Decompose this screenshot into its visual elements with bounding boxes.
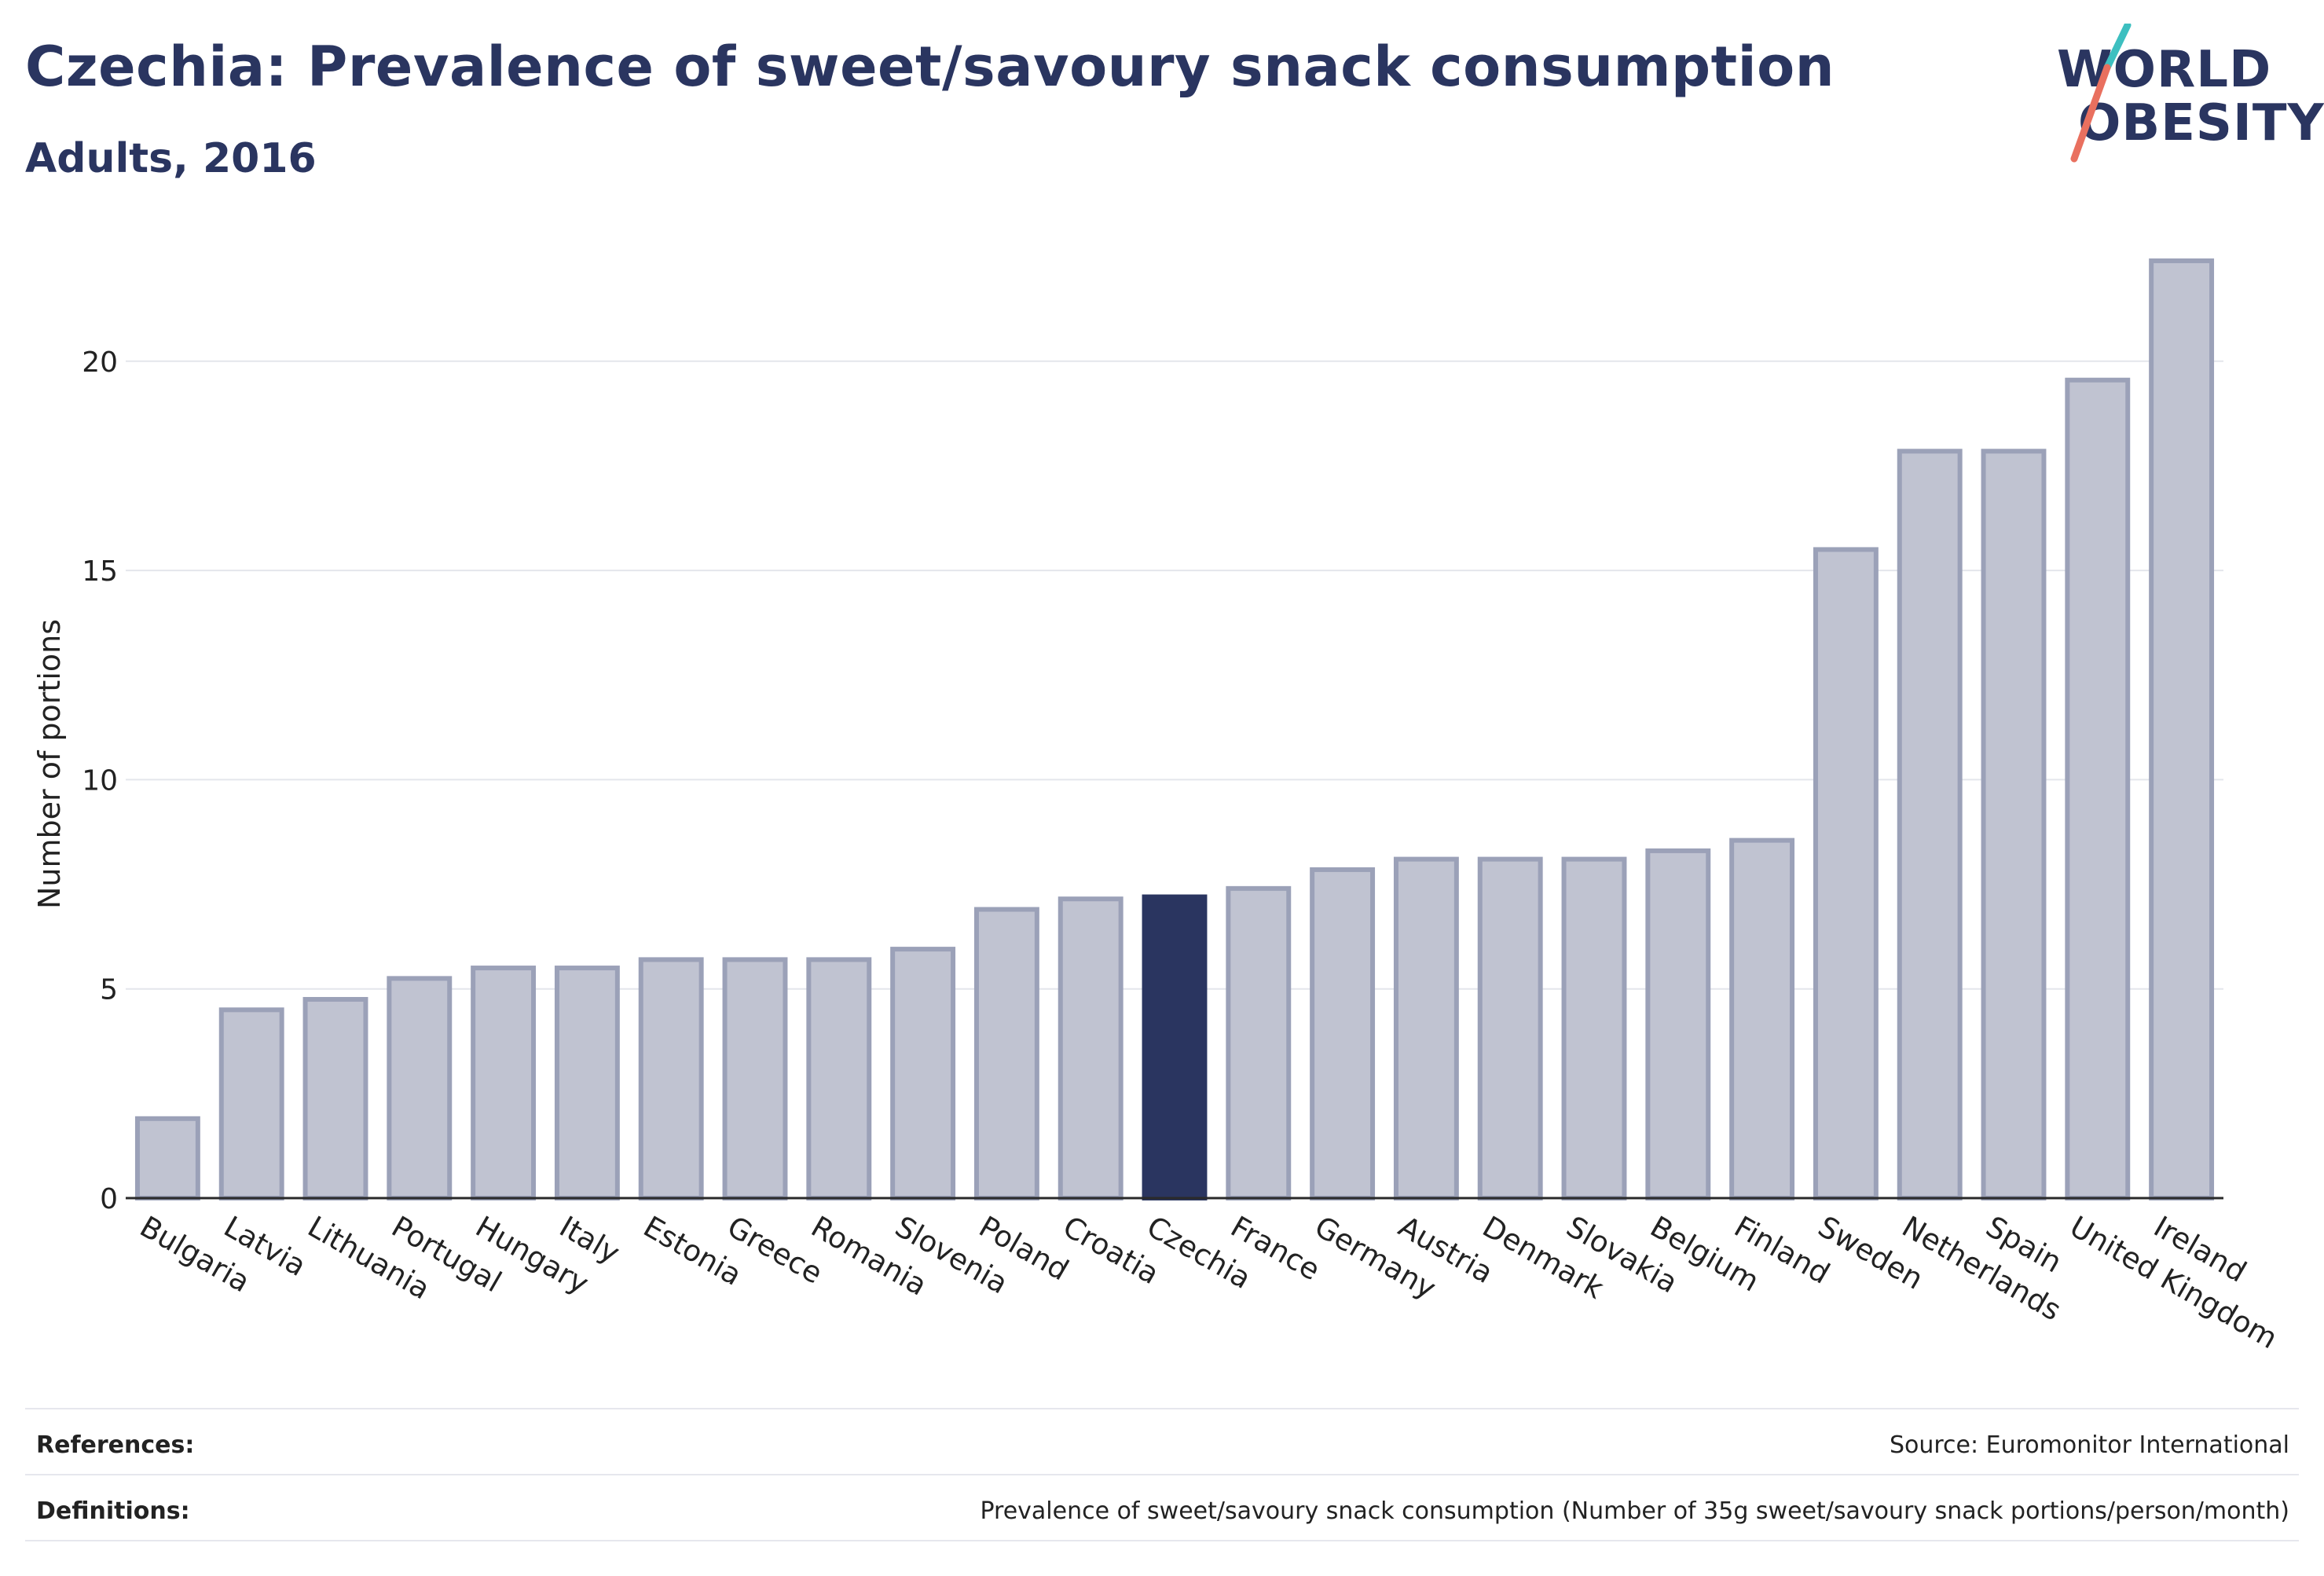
references-value: Source: Euromonitor International xyxy=(1889,1431,2289,1459)
bar-sweden xyxy=(1813,547,1879,1200)
logo-line-1: WORLD xyxy=(2057,41,2272,99)
y-tick-label: 20 xyxy=(82,346,118,379)
bar-croatia xyxy=(1058,896,1124,1201)
bars xyxy=(134,258,2215,1201)
y-tick-label: 15 xyxy=(82,555,118,588)
footer-divider-top xyxy=(25,1408,2299,1409)
bar-hungary xyxy=(471,966,537,1200)
bar-belgium xyxy=(1645,848,1711,1201)
bar-romania xyxy=(806,957,872,1201)
bar-estonia xyxy=(638,957,704,1201)
logo-line-2: OBESITY xyxy=(2078,94,2324,152)
y-tick-label: 5 xyxy=(100,974,118,1006)
bar-spain xyxy=(1981,449,2047,1200)
page-subtitle: Adults, 2016 xyxy=(25,135,317,182)
bar-finland xyxy=(1729,837,1795,1200)
footer-divider-bottom xyxy=(25,1540,2299,1541)
y-tick-label: 10 xyxy=(82,764,118,797)
bar-slovenia xyxy=(890,947,956,1200)
definitions-label: Definitions: xyxy=(36,1497,190,1525)
x-tick-label: Croatia xyxy=(1058,1210,1165,1292)
world-obesity-logo[interactable]: WORLD OBESITY xyxy=(2043,24,2324,165)
bar-netherlands xyxy=(1897,449,1963,1200)
y-tick-label: 0 xyxy=(100,1183,118,1215)
footer-divider-middle xyxy=(25,1474,2299,1475)
references-label: References: xyxy=(36,1431,195,1459)
slash-stripe-icon xyxy=(2070,24,2132,163)
bar-czechia xyxy=(1142,894,1208,1200)
y-axis-label: Number of portions xyxy=(32,619,67,909)
y-tick-labels: 0 5 10 15 20 xyxy=(82,346,118,1215)
x-tick-labels: BulgariaLatviaLithuaniaPortugalHungaryIt… xyxy=(134,1210,2283,1356)
bar-italy xyxy=(554,966,620,1200)
bar-poland xyxy=(973,907,1039,1200)
bar-portugal xyxy=(387,976,453,1201)
page-title: Czechia: Prevalence of sweet/savoury sna… xyxy=(25,35,1835,99)
bar-greece xyxy=(722,957,788,1201)
bar-chart: 0 5 10 15 20 BulgariaLatviaLithuaniaPortugal… xyxy=(32,258,2283,1356)
bar-ireland xyxy=(2149,258,2215,1200)
definitions-value: Prevalence of sweet/savoury snack consum… xyxy=(980,1497,2289,1525)
bar-austria xyxy=(1393,856,1459,1200)
bar-germany xyxy=(1310,867,1376,1201)
bar-bulgaria xyxy=(134,1116,200,1200)
bar-france xyxy=(1226,885,1292,1200)
bar-latvia xyxy=(218,1007,284,1200)
bar-denmark xyxy=(1477,856,1543,1200)
bar-united-kingdom xyxy=(2065,377,2131,1200)
bar-lithuania xyxy=(302,997,368,1200)
bar-slovakia xyxy=(1561,856,1627,1200)
